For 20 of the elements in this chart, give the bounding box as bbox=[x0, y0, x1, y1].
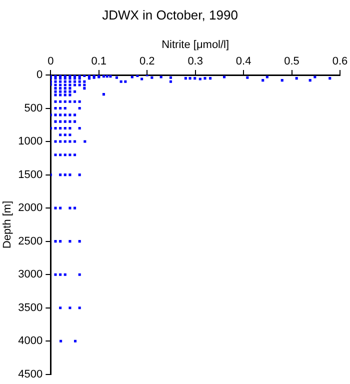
chart-title: JDWX in October, 1990 bbox=[102, 7, 238, 22]
y-tick-label: 4000 bbox=[18, 335, 43, 348]
y-tick-label: 1000 bbox=[18, 136, 43, 148]
x-tick-label: 0.6 bbox=[332, 55, 348, 68]
x-axis-title: Nitrite [μmol/l] bbox=[162, 39, 230, 52]
x-tick-label: 0 bbox=[48, 55, 54, 68]
x-tick-label: 0.2 bbox=[139, 55, 155, 68]
y-axis-title: Depth [m] bbox=[2, 200, 14, 249]
y-tick-label: 4500 bbox=[18, 368, 43, 380]
y-tick-label: 3500 bbox=[18, 302, 43, 314]
x-tick-label: 0.1 bbox=[91, 55, 107, 68]
x-tick-label: 0.4 bbox=[236, 55, 252, 68]
y-tick-label: 3000 bbox=[18, 268, 43, 281]
y-tick-label: 2500 bbox=[18, 235, 43, 248]
y-tick-label: 0 bbox=[36, 69, 43, 82]
y-tick-label: 1500 bbox=[18, 168, 43, 181]
x-tick-label: 0.5 bbox=[284, 55, 300, 68]
x-tick-label: 0.3 bbox=[188, 55, 203, 68]
y-tick-label: 2000 bbox=[18, 202, 43, 214]
y-tick-label: 500 bbox=[24, 102, 43, 114]
